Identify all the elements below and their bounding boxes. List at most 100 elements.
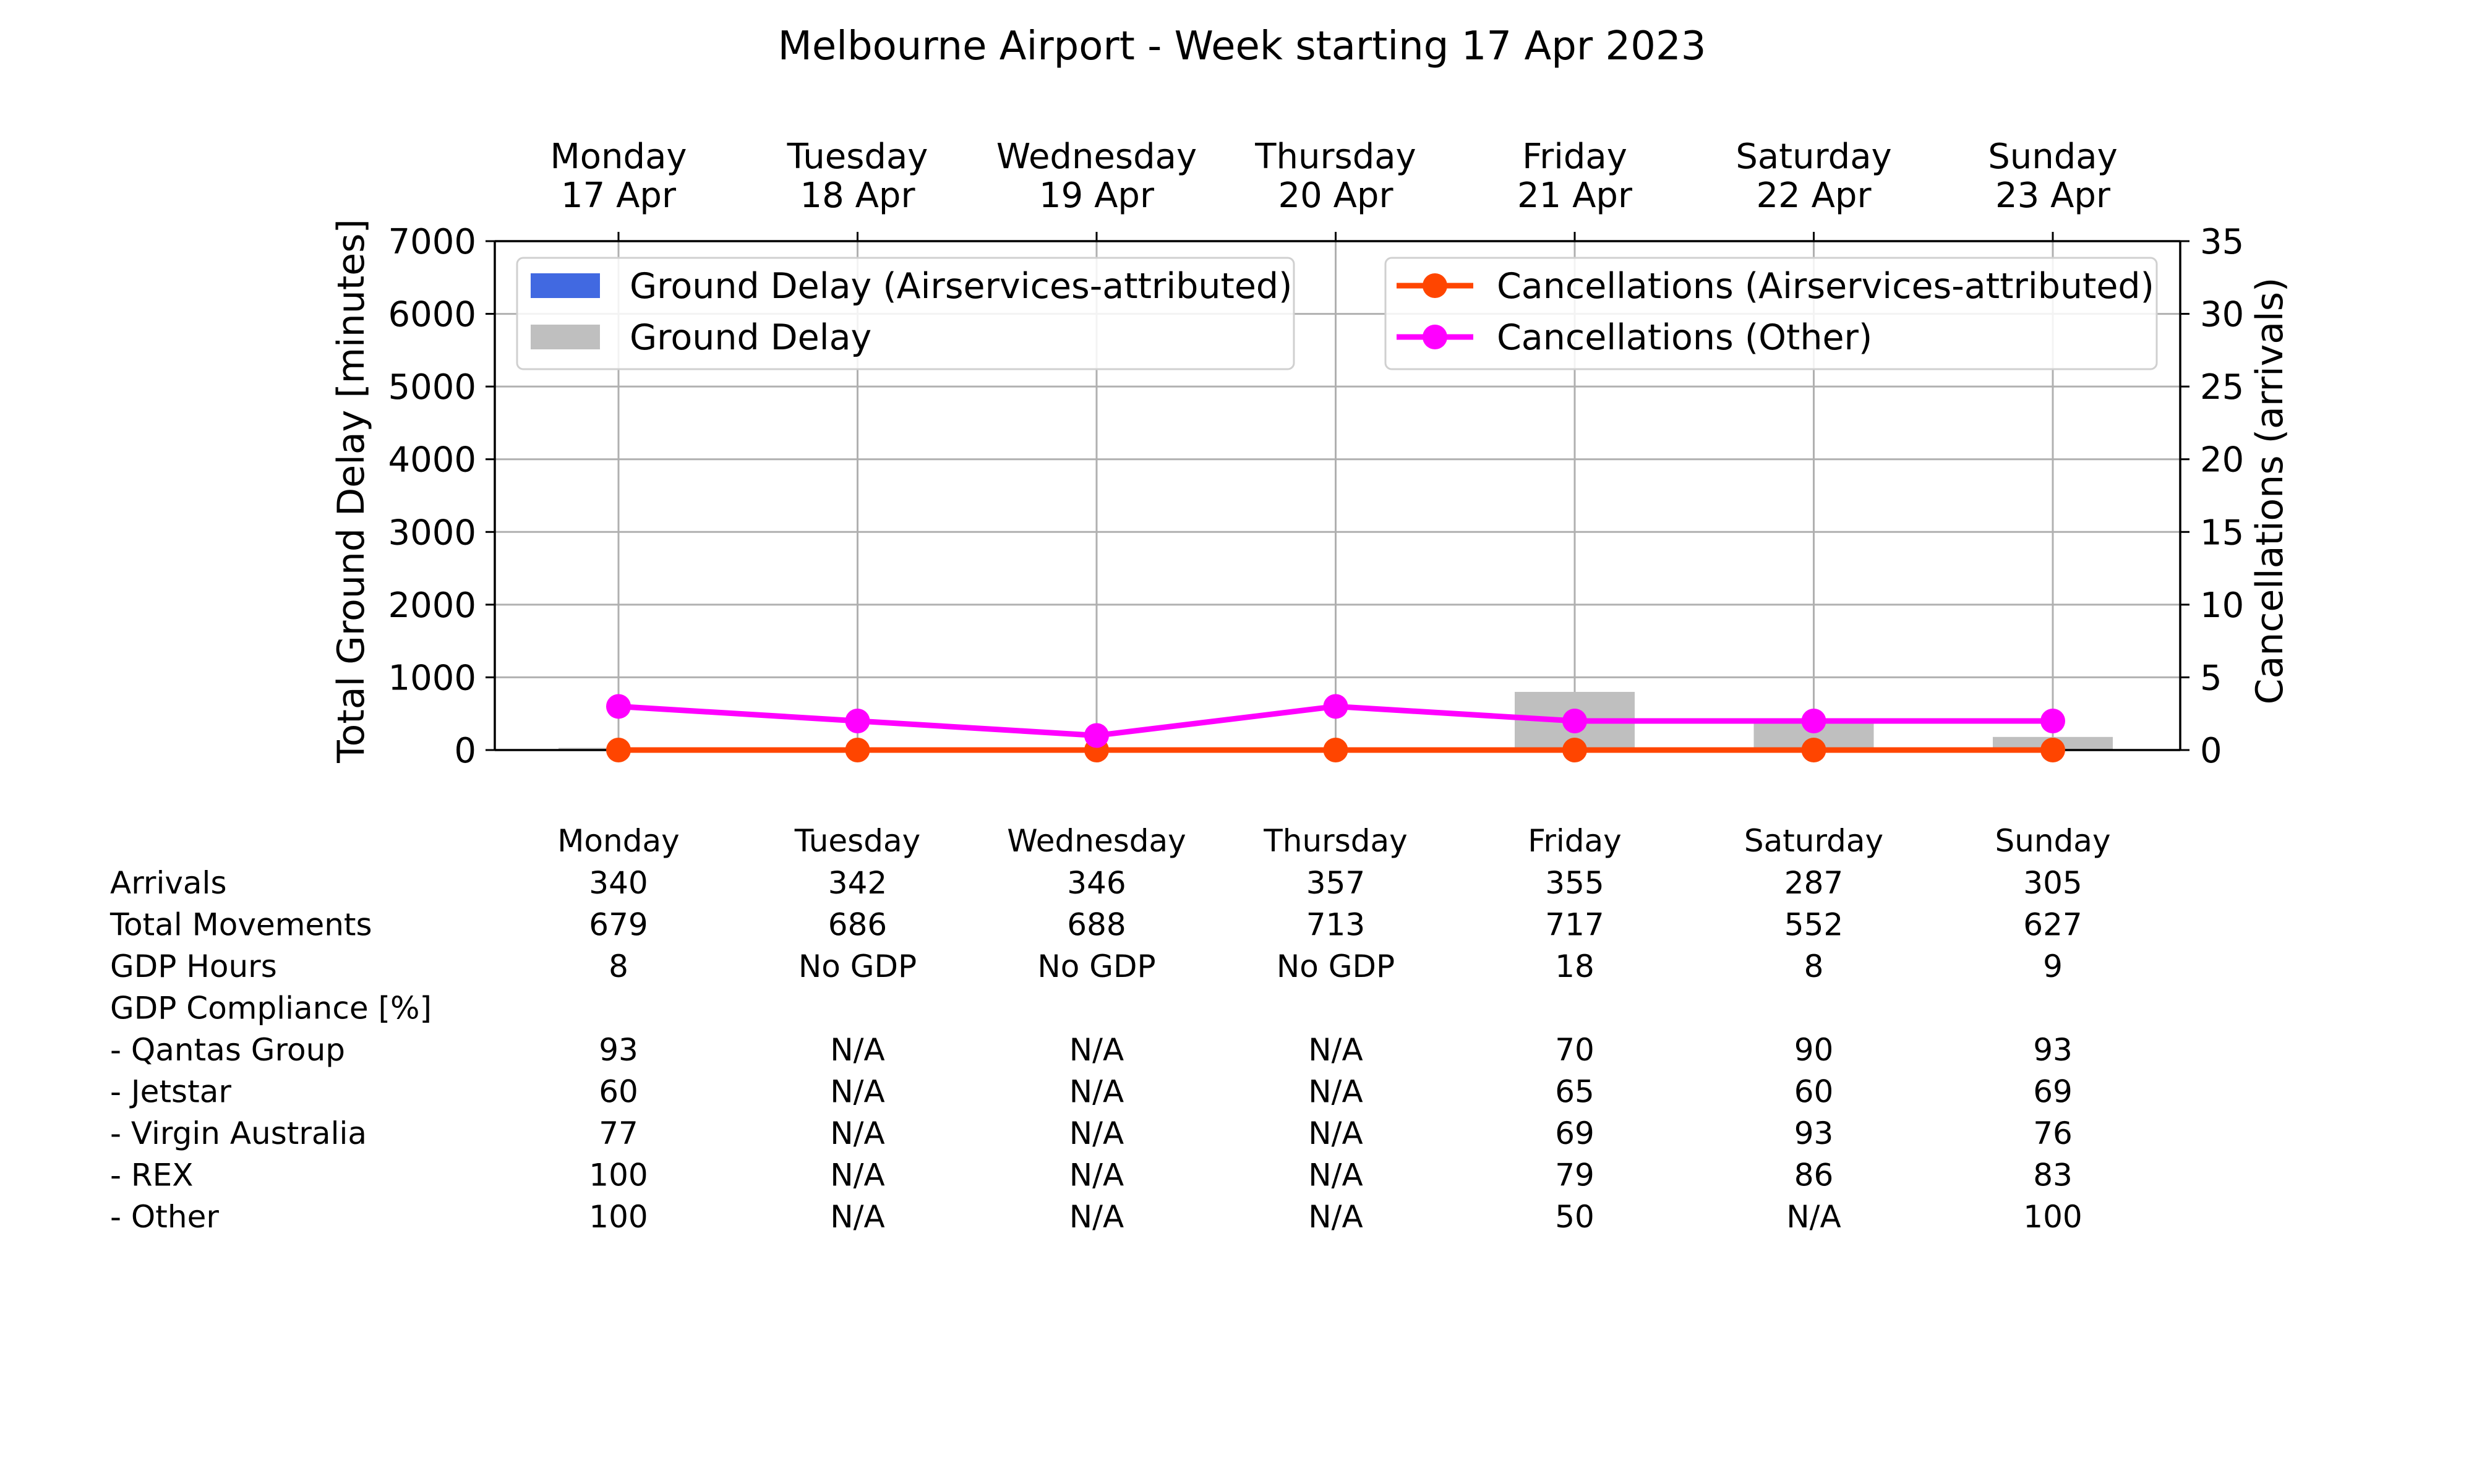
table-cell: N/A [1308, 1032, 1363, 1068]
series-lines [606, 694, 2065, 762]
y-tick-label-left: 2000 [388, 586, 476, 626]
table-cell: 60 [599, 1074, 638, 1110]
table-cell: 552 [1784, 907, 1843, 943]
y-tick-label-left: 6000 [388, 295, 476, 335]
y-tick-label-right: 10 [2200, 586, 2244, 626]
table-cell: 717 [1545, 907, 1604, 943]
table-cell: 340 [589, 865, 648, 901]
data-point [2040, 708, 2065, 733]
table-header-cell: Thursday [1263, 823, 1408, 859]
y-tick-label-left: 7000 [388, 222, 476, 262]
table-cell: N/A [1069, 1074, 1124, 1110]
x-tick-label-day: Thursday [1254, 137, 1416, 177]
y-tick-label-right: 15 [2200, 513, 2244, 553]
legend-entry: Ground Delay [630, 317, 871, 358]
table-header-cell: Tuesday [794, 823, 920, 859]
table-cell: 342 [828, 865, 887, 901]
table-cell: N/A [830, 1115, 884, 1151]
table-cell: N/A [1308, 1115, 1363, 1151]
y-tick-label-left: 0 [454, 731, 476, 771]
table-cell: 713 [1306, 907, 1365, 943]
y-tick-label-right: 25 [2200, 367, 2244, 407]
table-cell: 100 [589, 1158, 648, 1193]
table-header-cell: Sunday [1995, 823, 2110, 859]
table-cell: 8 [1804, 949, 1824, 984]
table-cell: 79 [1555, 1158, 1594, 1193]
y-tick-label-left: 3000 [388, 513, 476, 553]
table-row-label: - Other [110, 1199, 219, 1235]
table-cell: 65 [1555, 1074, 1594, 1110]
table-row-label: Arrivals [110, 865, 227, 901]
table-cell: N/A [1308, 1074, 1363, 1110]
table-header-cell: Monday [557, 823, 679, 859]
x-tick-label-date: 23 Apr [1995, 176, 2111, 216]
table-cell: N/A [830, 1158, 884, 1193]
table-row-label: - Virgin Australia [110, 1115, 367, 1151]
table-cell: N/A [830, 1074, 884, 1110]
data-point [1323, 738, 1348, 762]
table-cell: No GDP [1037, 949, 1155, 984]
table-cell: 686 [828, 907, 887, 943]
table-row-label: - Qantas Group [110, 1032, 345, 1068]
table-cell: 93 [599, 1032, 638, 1068]
axis-labels: Total Ground Delay [minutes] Cancellatio… [330, 219, 2292, 764]
data-point [606, 694, 631, 719]
table-cell: 83 [2033, 1158, 2073, 1193]
table-row-label: GDP Compliance [%] [110, 991, 432, 1026]
table-header-cell: Wednesday [1007, 823, 1186, 859]
x-tick-label-date: 22 Apr [1757, 176, 1872, 216]
y-tick-label-left: 1000 [388, 658, 476, 698]
x-tick-label-day: Wednesday [996, 137, 1197, 177]
data-point [1562, 708, 1587, 733]
data-point [1323, 694, 1348, 719]
y-tick-label-right: 35 [2200, 222, 2244, 262]
table-cell: 77 [599, 1115, 638, 1151]
table-row-label: Total Movements [109, 907, 372, 943]
table-cell: 305 [2023, 865, 2082, 901]
y-tick-label-right: 20 [2200, 440, 2244, 480]
table-cell: N/A [1069, 1032, 1124, 1068]
table-cell: N/A [1308, 1199, 1363, 1235]
table-cell: N/A [1308, 1158, 1363, 1193]
legend-entry: Ground Delay (Airservices-attributed) [630, 266, 1292, 307]
table-cell: 100 [589, 1199, 648, 1235]
legend-marker [1423, 325, 1447, 349]
data-point [845, 708, 870, 733]
legend-entry: Cancellations (Other) [1497, 317, 1872, 358]
table-cell: 70 [1555, 1032, 1594, 1068]
table-row-label: GDP Hours [110, 949, 277, 984]
table-cell: 627 [2023, 907, 2082, 943]
table-cell: 357 [1306, 865, 1365, 901]
y-axis-right-label: Cancellations (arrivals) [2248, 278, 2292, 705]
x-tick-label-date: 17 Apr [561, 176, 677, 216]
table-cell: N/A [1786, 1199, 1841, 1235]
table-cell: 60 [1794, 1074, 1834, 1110]
table-cell: 90 [1794, 1032, 1834, 1068]
x-tick-label-day: Friday [1522, 137, 1627, 177]
x-tick-label-day: Monday [550, 137, 687, 177]
stats-table: Monday Tuesday Wednesday Thursday Friday Satu… [109, 823, 2111, 1235]
x-tick-label-day: Tuesday [787, 137, 928, 177]
x-tick-label-date: 21 Apr [1517, 176, 1633, 216]
table-cell: N/A [1069, 1199, 1124, 1235]
table-cell: 76 [2033, 1115, 2073, 1151]
x-tick-label-day: Saturday [1736, 137, 1891, 177]
y-tick-label-right: 30 [2200, 295, 2244, 335]
y-tick-label-left: 4000 [388, 440, 476, 480]
table-row-label: - Jetstar [110, 1074, 231, 1110]
table-cell: 18 [1555, 949, 1594, 984]
table-cell: 69 [1555, 1115, 1594, 1151]
y-axis-left-label: Total Ground Delay [minutes] [330, 219, 373, 764]
data-point [606, 738, 631, 762]
table-cell: 9 [2043, 949, 2063, 984]
table-cell: 679 [589, 907, 648, 943]
y-tick-label-right: 0 [2200, 731, 2222, 771]
data-point [845, 738, 870, 762]
table-row-label: - REX [110, 1158, 194, 1193]
chart-title: Melbourne Airport - Week starting 17 Apr… [778, 23, 1706, 69]
table-header-cell: Saturday [1744, 823, 1883, 859]
legend-swatch [531, 325, 600, 349]
table-cell: No GDP [1277, 949, 1395, 984]
table-cell: 8 [609, 949, 628, 984]
